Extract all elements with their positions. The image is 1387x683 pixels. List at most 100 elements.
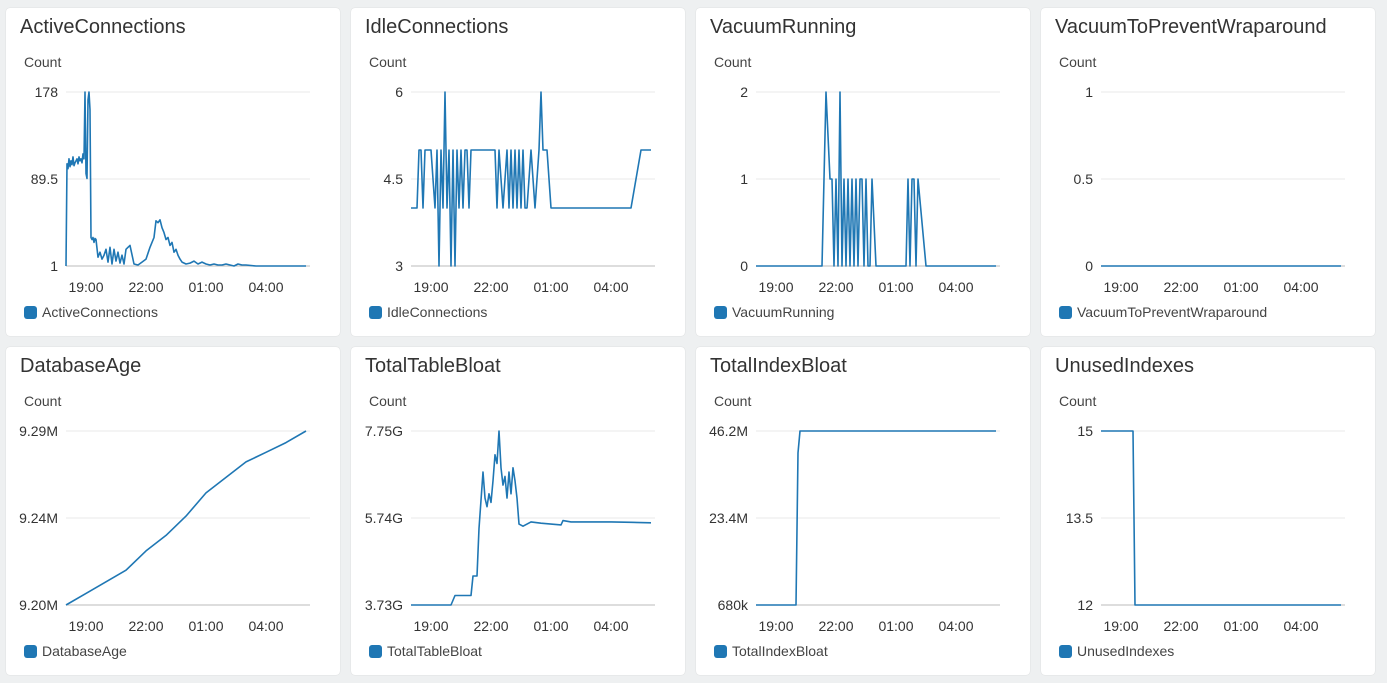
y-tick-label: 15 [1077, 423, 1093, 439]
x-tick-label: 22:00 [1163, 279, 1198, 295]
series-line-unused-indexes[interactable] [1101, 430, 1341, 606]
y-tick-label: 1 [740, 171, 748, 187]
y-tick-label: 23.4M [709, 510, 748, 526]
widget-unused-indexes[interactable]: UnusedIndexes Count 15 13.5 12 19:00 22:00 01:0… [1041, 347, 1375, 675]
x-tick-label: 22:00 [128, 279, 163, 295]
legend-label: IdleConnections [387, 304, 488, 320]
y-tick-label: 1 [1085, 84, 1093, 100]
x-tick-label: 04:00 [938, 618, 973, 634]
series-line-database-age[interactable] [65, 430, 307, 606]
widget-title: DatabaseAge [20, 355, 142, 377]
widget-active-connections[interactable]: ActiveConnections Count 178 89.5 1 19:00 22:00… [6, 8, 340, 336]
x-tick-label: 04:00 [248, 279, 283, 295]
legend-swatch [1059, 644, 1072, 658]
widget-vacuum-running[interactable]: VacuumRunning Count 2 1 0 19:00 22:00 01:00 04:0… [696, 8, 1030, 336]
widget-title: TotalIndexBloat [710, 355, 847, 377]
widget-total-table-bloat[interactable]: TotalTableBloat Count 7.75G 5.74G 3.73G 19:00… [351, 347, 685, 675]
series-line-vacuum-running[interactable] [756, 91, 996, 267]
legend-label: VacuumRunning [732, 304, 835, 320]
x-tick-label: 22:00 [473, 618, 508, 634]
x-tick-label: 04:00 [938, 279, 973, 295]
x-tick-label: 01:00 [188, 618, 223, 634]
series-line-active-connections[interactable] [65, 91, 306, 267]
chart-legend[interactable]: TotalTableBloat [369, 643, 482, 659]
legend-label: UnusedIndexes [1077, 643, 1175, 659]
chart-legend[interactable]: IdleConnections [369, 304, 487, 320]
y-tick-label: 9.24M [19, 510, 58, 526]
y-tick-label: 0.5 [1074, 171, 1094, 187]
y-tick-label: 9.20M [19, 597, 58, 613]
series-line-idle-connections[interactable] [411, 91, 651, 267]
y-axis-unit-label: Count [1059, 54, 1097, 70]
y-tick-label: 3.73G [365, 597, 403, 613]
chart-plot: 178 89.5 1 19:00 22:00 01:00 04:00 [31, 84, 310, 295]
x-tick-label: 04:00 [1283, 279, 1318, 295]
legend-swatch [24, 644, 37, 658]
legend-swatch [369, 644, 382, 658]
legend-label: TotalIndexBloat [732, 643, 828, 659]
legend-label: ActiveConnections [42, 304, 158, 320]
x-tick-label: 22:00 [473, 279, 508, 295]
y-tick-label: 9.29M [19, 423, 58, 439]
x-tick-label: 22:00 [1163, 618, 1198, 634]
widget-vacuum-to-prevent-wraparound[interactable]: VacuumToPreventWraparound Count 1 0.5 0 19:00… [1041, 8, 1375, 336]
x-tick-label: 19:00 [1103, 279, 1138, 295]
chart-plot: 9.29M 9.24M 9.20M 19:00 22:00 01:00 04:00 [19, 423, 310, 634]
y-axis-unit-label: Count [1059, 393, 1097, 409]
chart-legend[interactable]: UnusedIndexes [1059, 643, 1174, 659]
widget-database-age[interactable]: DatabaseAge Count 9.29M 9.24M 9.20M 19:00 22:0… [6, 347, 340, 675]
chart-plot: 1 0.5 0 19:00 22:00 01:00 04:00 [1074, 84, 1345, 295]
y-tick-label: 12 [1077, 597, 1093, 613]
chart-plot: 46.2M 23.4M 680k 19:00 22:00 01:00 04:00 [709, 423, 1000, 634]
y-tick-label: 89.5 [31, 171, 58, 187]
x-tick-label: 22:00 [818, 279, 853, 295]
legend-swatch [369, 305, 382, 319]
chart-legend[interactable]: ActiveConnections [24, 304, 158, 320]
chart-legend[interactable]: VacuumRunning [714, 304, 834, 320]
widget-title: TotalTableBloat [365, 355, 501, 377]
legend-swatch [1059, 305, 1072, 319]
x-tick-label: 01:00 [188, 279, 223, 295]
x-tick-label: 19:00 [758, 279, 793, 295]
x-tick-label: 01:00 [878, 618, 913, 634]
y-tick-label: 3 [395, 258, 403, 274]
x-tick-label: 01:00 [533, 279, 568, 295]
chart-legend[interactable]: TotalIndexBloat [714, 643, 828, 659]
y-axis-unit-label: Count [714, 54, 752, 70]
y-tick-label: 7.75G [365, 423, 403, 439]
legend-label: VacuumToPreventWraparound [1077, 304, 1268, 320]
x-tick-label: 04:00 [1283, 618, 1318, 634]
chart-plot: 2 1 0 19:00 22:00 01:00 04:00 [740, 84, 1000, 295]
x-tick-label: 19:00 [68, 618, 103, 634]
x-tick-label: 22:00 [128, 618, 163, 634]
x-tick-label: 01:00 [1223, 279, 1258, 295]
y-tick-label: 1 [50, 258, 58, 274]
chart-legend[interactable]: DatabaseAge [24, 643, 127, 659]
series-line-total-index-bloat[interactable] [756, 430, 996, 606]
chart-legend[interactable]: VacuumToPreventWraparound [1059, 304, 1267, 320]
x-tick-label: 19:00 [68, 279, 103, 295]
y-axis-unit-label: Count [369, 393, 407, 409]
y-tick-label: 2 [740, 84, 748, 100]
x-tick-label: 01:00 [533, 618, 568, 634]
x-tick-label: 04:00 [593, 279, 628, 295]
widget-title: ActiveConnections [20, 16, 186, 38]
x-tick-label: 19:00 [1103, 618, 1138, 634]
y-tick-label: 0 [740, 258, 748, 274]
legend-swatch [24, 305, 37, 319]
x-tick-label: 19:00 [413, 279, 448, 295]
y-axis-unit-label: Count [24, 393, 62, 409]
widget-title: VacuumRunning [710, 16, 857, 38]
x-tick-label: 04:00 [593, 618, 628, 634]
x-tick-label: 01:00 [878, 279, 913, 295]
legend-label: TotalTableBloat [387, 643, 482, 659]
legend-swatch [714, 644, 727, 658]
widget-idle-connections[interactable]: IdleConnections Count 6 4.5 3 19:00 22:00 01:00… [351, 8, 685, 336]
x-tick-label: 04:00 [248, 618, 283, 634]
y-tick-label: 178 [35, 84, 59, 100]
y-tick-label: 680k [718, 597, 749, 613]
y-tick-label: 6 [395, 84, 403, 100]
widget-total-index-bloat[interactable]: TotalIndexBloat Count 46.2M 23.4M 680k 19:00 2… [696, 347, 1030, 675]
series-line-total-table-bloat[interactable] [411, 430, 652, 606]
x-tick-label: 22:00 [818, 618, 853, 634]
